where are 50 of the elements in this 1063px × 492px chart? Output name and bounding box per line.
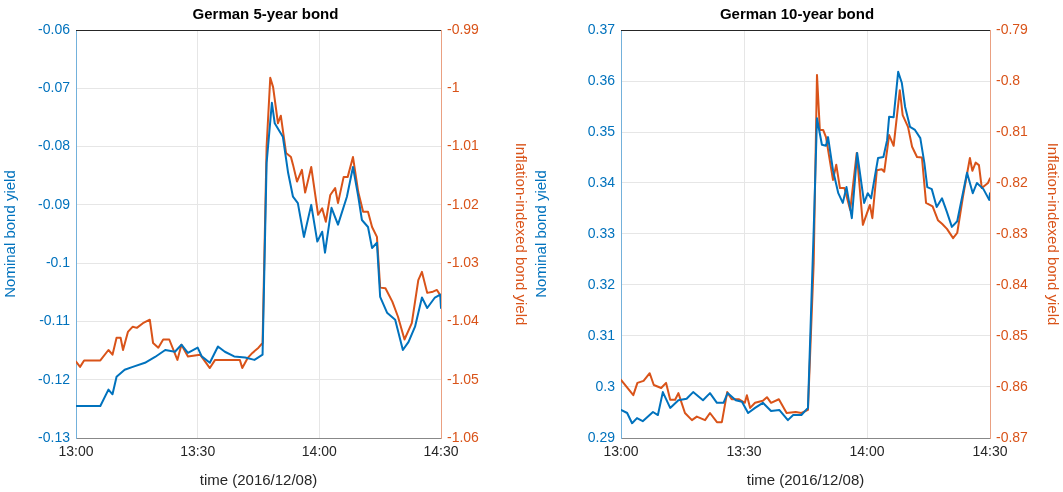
y2-tick-label: -1 (447, 79, 460, 96)
x-axis-title: time (2016/12/08) (746, 471, 865, 489)
y2-tick-label: -1.02 (447, 195, 480, 212)
x-tick-label: 14:00 (301, 443, 338, 460)
y-tick-label: 0.37 (587, 20, 616, 37)
y2-tick-label: -0.79 (996, 20, 1029, 37)
y2-tick-label: -1.03 (447, 254, 480, 270)
y2-tick-label: -0.99 (447, 20, 480, 37)
y-tick-label: -0.07 (38, 79, 71, 96)
y-tick-label: -0.1 (45, 254, 71, 270)
y-tick-label: 0.29 (587, 428, 616, 445)
x-tick-label: 13:30 (180, 443, 216, 460)
y2-tick-label: -1.05 (447, 370, 480, 387)
y2-axis-title: Inflation-indexed bond yield (1044, 142, 1062, 326)
x-tick-label: 13:00 (603, 443, 639, 460)
x-tick-label: 14:30 (972, 443, 1008, 460)
y2-tick-label: -1.01 (447, 137, 480, 154)
y2-tick-label: -0.85 (996, 326, 1029, 343)
y-tick-label: 0.33 (587, 224, 616, 241)
x-tick-label: 13:00 (58, 443, 94, 460)
y2-tick-label: -0.84 (996, 275, 1029, 292)
y-tick-label: 0.3 (595, 377, 616, 394)
y-tick-label: 0.32 (587, 275, 616, 292)
y2-tick-label: -0.87 (996, 428, 1029, 445)
y2-tick-label: -0.81 (996, 122, 1029, 139)
x-tick-label: 13:30 (726, 443, 762, 460)
y2-tick-label: -1.04 (447, 312, 480, 329)
x-tick-label: 14:00 (849, 443, 885, 460)
y2-tick-label: -0.86 (996, 377, 1029, 394)
y-tick-label: 0.35 (587, 122, 616, 139)
y2-axis-title: Inflation-indexed bond yield (512, 142, 530, 326)
y-tick-label: 0.31 (587, 326, 616, 343)
x-tick-label: 14:30 (423, 443, 459, 460)
chart-title: German 5-year bond (192, 5, 339, 23)
chart-title: German 10-year bond (719, 5, 875, 23)
y2-tick-label: -1.06 (447, 428, 480, 445)
y2-tick-label: -0.83 (996, 224, 1029, 241)
y-tick-label: -0.08 (38, 137, 71, 154)
y2-tick-label: -0.8 (996, 71, 1021, 88)
y-tick-label: 0.34 (587, 173, 616, 190)
y-axis-title: Nominal bond yield (1, 170, 19, 298)
y2-tick-label: -0.82 (996, 173, 1029, 190)
y-tick-label: -0.09 (38, 195, 71, 212)
y-axis-title: Nominal bond yield (532, 170, 550, 298)
y-tick-label: -0.06 (38, 20, 71, 37)
y-tick-label: -0.12 (38, 370, 71, 387)
y-tick-label: -0.13 (38, 428, 71, 445)
y-tick-label: 0.36 (587, 71, 616, 88)
x-axis-title: time (2016/12/08) (199, 471, 318, 489)
y-tick-label: -0.11 (39, 312, 71, 329)
